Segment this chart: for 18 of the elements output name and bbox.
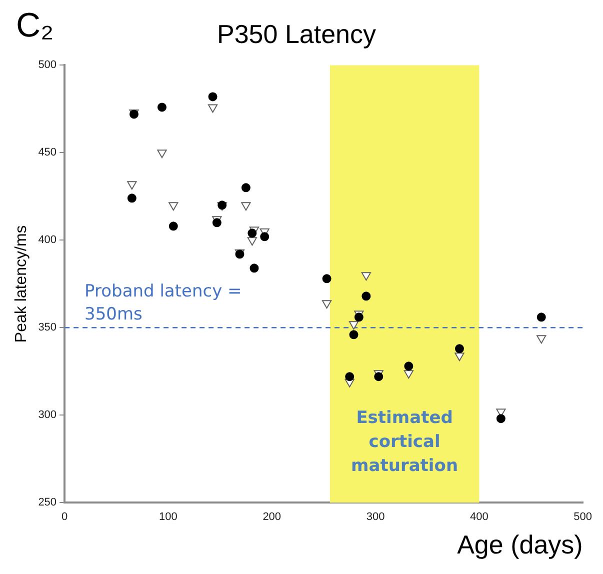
chart-title: P350 Latency (216, 18, 376, 49)
y-tick-label: 350 (38, 322, 57, 334)
x-tick-label: 300 (366, 511, 385, 524)
ref-line-label: Proband latency = 350ms (84, 282, 242, 325)
text: C₂ (16, 6, 54, 44)
x-tick-label: 400 (470, 511, 488, 524)
y-tick-label: 250 (38, 496, 57, 509)
y-tick-label: 400 (38, 234, 57, 246)
y-tick-label: 300 (38, 409, 57, 422)
x-tick-label: 0 (61, 511, 68, 524)
y-tick-label: 450 (38, 146, 57, 159)
band-label: Estimated cortical maturation (351, 408, 458, 476)
x-tick-label: 200 (262, 511, 282, 524)
x-axis-title: Age (days) (457, 530, 583, 560)
y-tick-label: 500 (38, 59, 57, 72)
x-tick-label: 100 (159, 511, 178, 524)
y-axis-title: Peak latency/ms (13, 225, 30, 343)
x-tick-label: 500 (574, 511, 592, 524)
